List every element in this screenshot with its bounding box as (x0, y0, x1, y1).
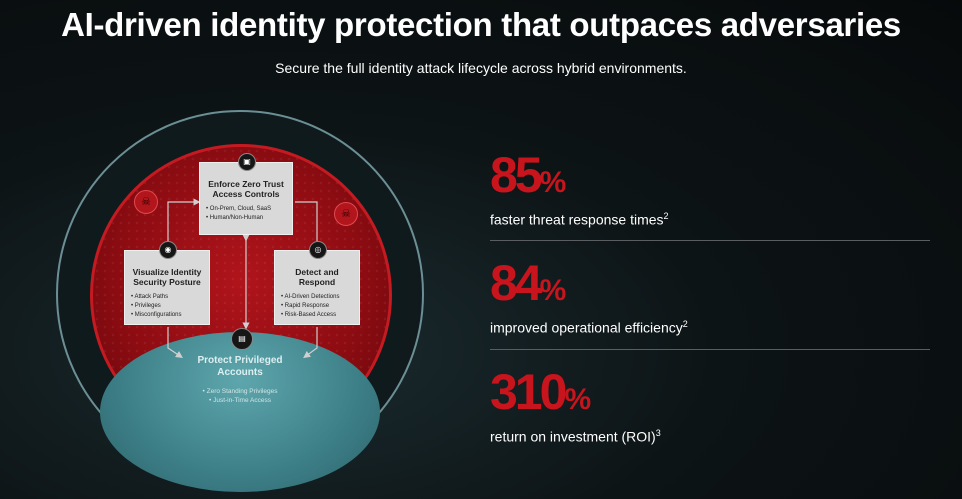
lock-screen-icon: ▣ (238, 153, 256, 171)
stat-label: faster threat response times (490, 211, 664, 228)
page-title: AI-driven identity protection that outpa… (61, 6, 901, 43)
visualize-posture-item: Misconfigurations (131, 311, 203, 320)
stat-label: return on investment (ROI) (490, 428, 656, 445)
stat-divider (490, 240, 930, 241)
detect-respond-item: Risk-Based Access (281, 311, 353, 320)
detect-respond-item: Rapid Response (281, 302, 353, 311)
stat-unit: % (539, 274, 567, 307)
stat-footnote: 2 (682, 319, 688, 329)
zero-trust-item: On-Prem, Cloud, SaaS (206, 205, 286, 214)
zero-trust-box: ▣ Enforce Zero Trust Access Controls On-… (199, 153, 293, 235)
stat-unit: % (564, 383, 592, 416)
page-subtitle: Secure the full identity attack lifecycl… (275, 60, 687, 76)
identity-lifecycle-diagram: ☠ ☠ ▣ Enforce Zero Trust Access Controls… (56, 110, 428, 492)
id-card-icon: ▤ (231, 328, 253, 350)
protect-privileged-item: Zero Standing Privileges (174, 387, 306, 396)
adversary-badge-icon: ☠ (134, 190, 158, 214)
arrow-right-to-bottom (303, 327, 318, 359)
stat-label: improved operational efficiency (490, 319, 683, 336)
adversary-badge-icon: ☠ (334, 202, 358, 226)
detect-respond-item: AI-Driven Detections (281, 293, 353, 302)
stat-footnote: 3 (655, 428, 661, 438)
detect-respond-box: ◎ Detect and Respond AI-Driven Detection… (274, 241, 360, 325)
arrow-left-to-top (167, 198, 201, 248)
fingerprint-icon: ◎ (309, 241, 327, 259)
visualize-posture-item: Privileges (131, 302, 203, 311)
stat-value: 85 (490, 147, 543, 203)
zero-trust-item: Human/Non-Human (206, 214, 286, 223)
visualize-posture-box: ◉ Visualize Identity Security Posture At… (124, 241, 210, 325)
stat-value: 310 (490, 364, 567, 420)
stat-footnote: 2 (663, 211, 669, 221)
zero-trust-title: Enforce Zero Trust Access Controls (208, 179, 284, 199)
protect-privileged-section: Protect Privileged Accounts Zero Standin… (174, 355, 306, 405)
stat-roi: 310% return on investment (ROI)3 (490, 367, 930, 445)
protect-privileged-item: Just-in-Time Access (174, 396, 306, 405)
stat-unit: % (539, 166, 567, 199)
stat-value: 84 (490, 255, 543, 311)
stat-operational-efficiency: 84% improved operational efficiency2 (490, 258, 930, 336)
stat-response-time: 85% faster threat response times2 (490, 150, 930, 228)
arrow-left-to-bottom (167, 327, 183, 358)
protect-privileged-title: Protect Privileged Accounts (197, 355, 283, 378)
visualize-posture-item: Attack Paths (131, 293, 203, 302)
visualize-posture-title: Visualize Identity Security Posture (132, 267, 202, 287)
arrow-top-to-right (295, 201, 321, 250)
connector-arrows (167, 198, 321, 359)
eye-icon: ◉ (159, 241, 177, 259)
teal-cap (100, 332, 380, 492)
detect-respond-title: Detect and Respond (295, 267, 339, 287)
stat-divider (490, 349, 930, 350)
